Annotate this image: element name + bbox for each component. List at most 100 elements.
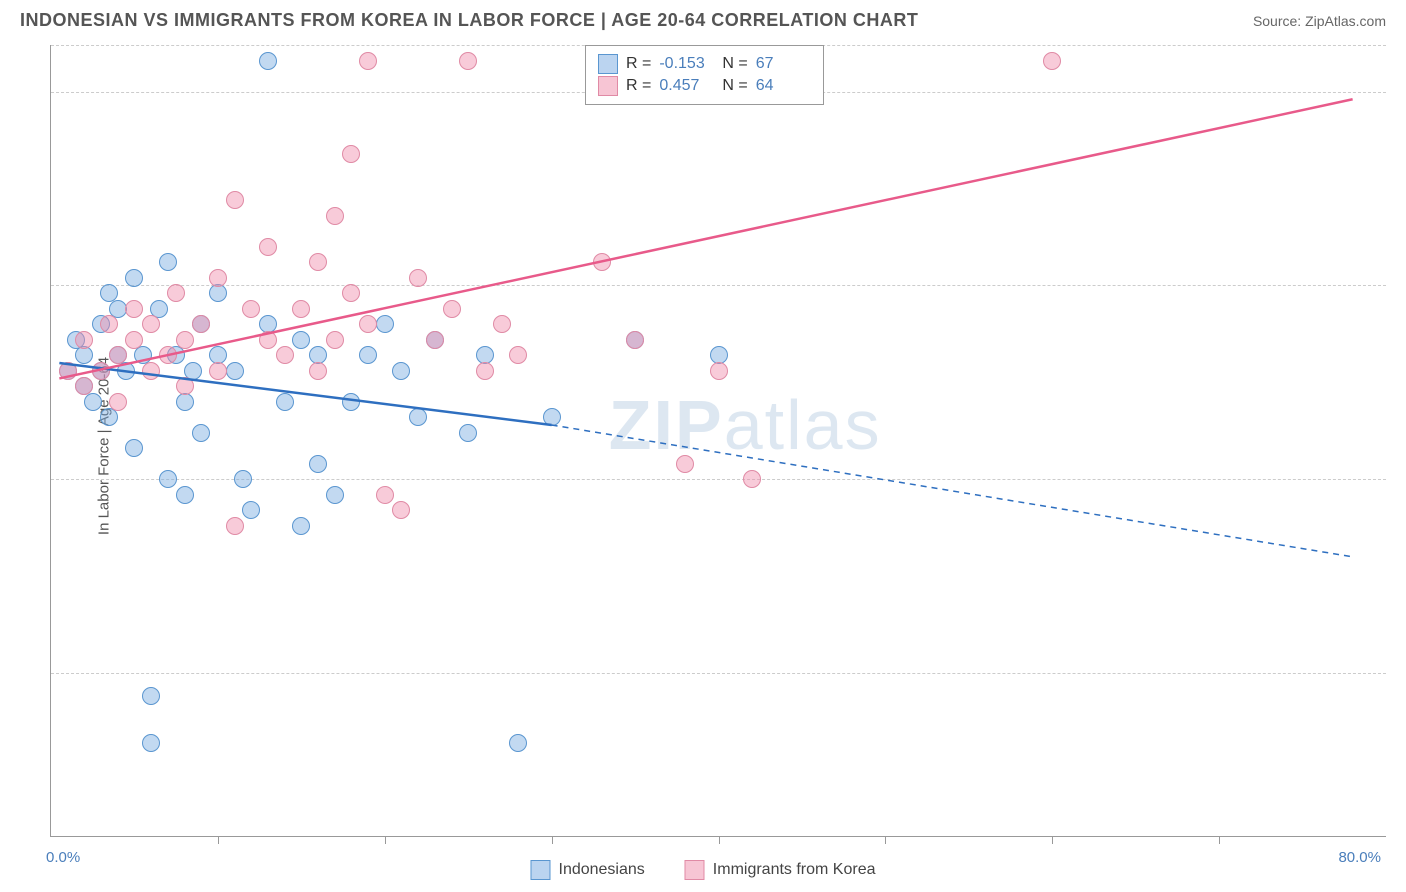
- data-point: [159, 253, 177, 271]
- data-point: [676, 455, 694, 473]
- data-point: [192, 315, 210, 333]
- data-point: [543, 408, 561, 426]
- data-point: [176, 486, 194, 504]
- legend-item-korea: Immigrants from Korea: [685, 860, 876, 880]
- data-point: [142, 362, 160, 380]
- stat-r-label: R =: [626, 55, 651, 73]
- watermark: ZIPatlas: [609, 385, 882, 465]
- data-point: [426, 331, 444, 349]
- x-tick: [719, 836, 720, 844]
- data-point: [359, 315, 377, 333]
- data-point: [509, 734, 527, 752]
- data-point: [276, 346, 294, 364]
- x-tick: [1219, 836, 1220, 844]
- data-point: [226, 362, 244, 380]
- data-point: [209, 362, 227, 380]
- legend-item-indonesians: Indonesians: [530, 860, 644, 880]
- data-point: [292, 331, 310, 349]
- trend-lines-layer: [51, 45, 1386, 836]
- x-tick: [552, 836, 553, 844]
- data-point: [75, 346, 93, 364]
- data-point: [100, 315, 118, 333]
- data-point: [493, 315, 511, 333]
- data-point: [142, 315, 160, 333]
- data-point: [159, 346, 177, 364]
- data-point: [92, 362, 110, 380]
- data-point: [75, 331, 93, 349]
- data-point: [459, 52, 477, 70]
- data-point: [509, 346, 527, 364]
- data-point: [276, 393, 294, 411]
- data-point: [117, 362, 135, 380]
- y-tick-label: 75.0%: [1391, 471, 1406, 488]
- data-point: [259, 238, 277, 256]
- source-label: Source: ZipAtlas.com: [1253, 13, 1386, 29]
- data-point: [476, 362, 494, 380]
- data-point: [226, 517, 244, 535]
- grid-line: [51, 673, 1386, 674]
- legend-label-indonesians: Indonesians: [558, 861, 644, 879]
- stat-n-label: N =: [722, 77, 747, 95]
- data-point: [309, 455, 327, 473]
- data-point: [342, 145, 360, 163]
- data-point: [125, 439, 143, 457]
- x-tick: [218, 836, 219, 844]
- data-point: [392, 501, 410, 519]
- data-point: [710, 362, 728, 380]
- data-point: [309, 362, 327, 380]
- data-point: [100, 408, 118, 426]
- data-point: [376, 315, 394, 333]
- y-tick-label: 100.0%: [1391, 83, 1406, 100]
- data-point: [209, 269, 227, 287]
- legend-label-korea: Immigrants from Korea: [713, 861, 876, 879]
- stats-row-korea: R = 0.457 N = 64: [598, 76, 811, 96]
- data-point: [443, 300, 461, 318]
- data-point: [326, 486, 344, 504]
- data-point: [176, 377, 194, 395]
- legend-swatch-indonesians: [530, 860, 550, 880]
- data-point: [376, 486, 394, 504]
- data-point: [192, 424, 210, 442]
- data-point: [342, 393, 360, 411]
- stat-r-value-korea: 0.457: [659, 77, 714, 95]
- legend-swatch-korea: [685, 860, 705, 880]
- stat-r-label: R =: [626, 77, 651, 95]
- data-point: [409, 269, 427, 287]
- data-point: [342, 284, 360, 302]
- data-point: [292, 300, 310, 318]
- data-point: [234, 470, 252, 488]
- data-point: [159, 470, 177, 488]
- data-point: [142, 687, 160, 705]
- data-point: [125, 331, 143, 349]
- data-point: [109, 393, 127, 411]
- data-point: [326, 207, 344, 225]
- stats-legend-box: R = -0.153 N = 67 R = 0.457 N = 64: [585, 45, 824, 105]
- data-point: [226, 191, 244, 209]
- data-point: [259, 52, 277, 70]
- stat-n-value-indonesians: 67: [756, 55, 811, 73]
- data-point: [593, 253, 611, 271]
- data-point: [84, 393, 102, 411]
- data-point: [59, 362, 77, 380]
- data-point: [125, 300, 143, 318]
- grid-line: [51, 285, 1386, 286]
- data-point: [176, 393, 194, 411]
- data-point: [242, 300, 260, 318]
- data-point: [292, 517, 310, 535]
- data-point: [359, 52, 377, 70]
- data-point: [459, 424, 477, 442]
- y-tick-label: 62.5%: [1391, 665, 1406, 682]
- y-tick-label: 87.5%: [1391, 277, 1406, 294]
- x-tick: [385, 836, 386, 844]
- data-point: [359, 346, 377, 364]
- data-point: [1043, 52, 1061, 70]
- x-origin-label: 0.0%: [46, 849, 80, 866]
- data-point: [167, 284, 185, 302]
- data-point: [142, 734, 160, 752]
- data-point: [259, 331, 277, 349]
- data-point: [209, 284, 227, 302]
- x-tick: [885, 836, 886, 844]
- data-point: [125, 269, 143, 287]
- data-point: [109, 346, 127, 364]
- data-point: [626, 331, 644, 349]
